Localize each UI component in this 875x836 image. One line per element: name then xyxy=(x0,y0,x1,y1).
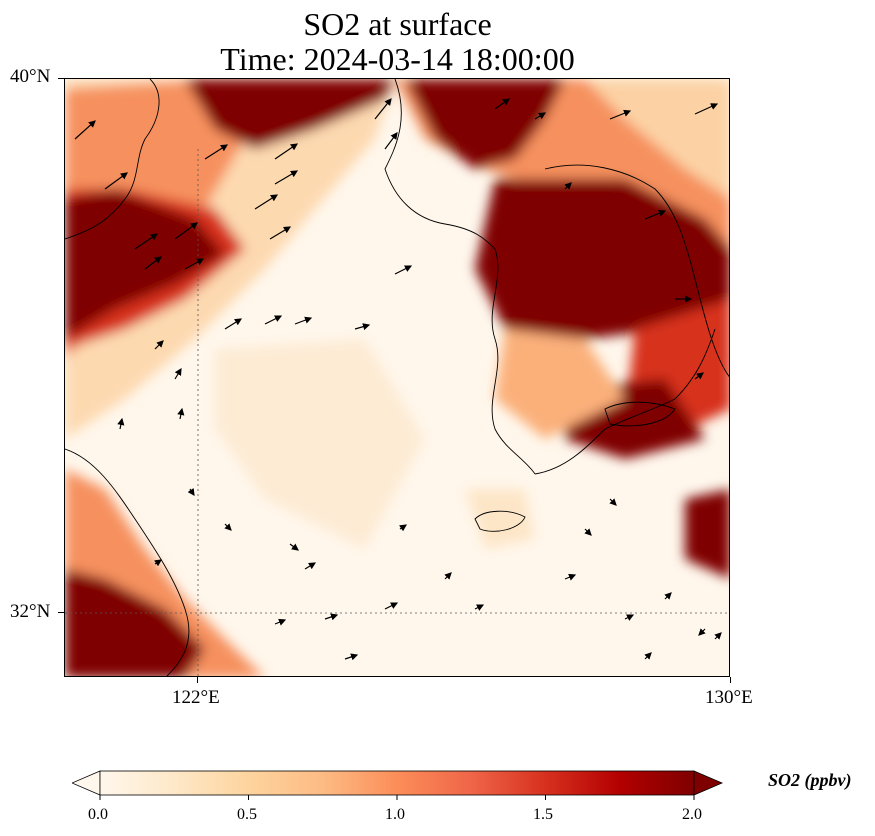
wind-vector-arrow xyxy=(289,543,299,551)
lat-tick-mark-40n xyxy=(58,78,64,79)
colorbar-tick-label-1: 0.5 xyxy=(237,806,257,823)
so2-region-ne-light xyxy=(585,79,729,198)
colorbar-min-extend xyxy=(70,770,101,796)
chart-title-line1: SO2 at surface xyxy=(303,6,492,42)
wind-vector-arrow xyxy=(644,652,652,660)
wind-vector-arrow xyxy=(644,209,667,220)
so2-concentration-field xyxy=(65,79,729,676)
wind-vector-arrow xyxy=(624,614,635,621)
wind-vector-arrow xyxy=(694,103,719,115)
so2-region-central-haze xyxy=(215,339,425,549)
colorbar xyxy=(70,770,724,807)
tsushima-island xyxy=(604,401,676,427)
wind-vector-arrow xyxy=(117,417,125,430)
wind-vector-arrow xyxy=(609,498,617,506)
colorbar-gradient xyxy=(99,770,695,796)
lat-tick-label-32n: 32°N xyxy=(10,601,51,622)
wind-vector-arrow xyxy=(104,172,128,190)
so2-region-ne-dark-top xyxy=(405,79,565,169)
lon-tick-label-122e: 122°E xyxy=(172,687,220,708)
wind-vector-arrow xyxy=(174,367,182,380)
wind-vector-arrow xyxy=(74,120,96,140)
wind-vector-arrow xyxy=(174,222,198,240)
colorbar-tick-label-0: 0.0 xyxy=(88,806,108,823)
colorbar-tick-label-3: 1.5 xyxy=(533,806,553,823)
wind-vector-arrow xyxy=(254,194,279,210)
wind-vector-arrow xyxy=(384,602,399,610)
wind-vector-arrow xyxy=(384,132,398,150)
wind-vector-arrow xyxy=(584,528,592,536)
so2-region-jeju-haze xyxy=(465,489,535,549)
chart-title-line2: Time: 2024-03-14 18:00:00 xyxy=(220,41,575,77)
colorbar-title: SO2 (ppbv) xyxy=(768,770,852,790)
lon-tick-label-130e: 130°E xyxy=(705,687,753,708)
so2-region-sw-dark xyxy=(65,569,205,676)
wind-vector-arrow xyxy=(294,316,313,325)
colorbar-tick-label-4: 2.0 xyxy=(682,806,702,823)
wind-vector-arrow xyxy=(274,143,298,160)
wind-vector-arrow xyxy=(374,98,392,120)
wind-vector-arrow xyxy=(187,488,195,496)
wind-vector-arrow xyxy=(494,98,510,110)
coastline-segment xyxy=(534,328,716,475)
map-panel xyxy=(64,78,730,677)
wind-vector-arrow xyxy=(184,258,205,270)
wind-vector-arrow xyxy=(394,265,413,275)
wind-vector-arrow xyxy=(204,144,229,160)
wind-vector-arrow xyxy=(274,170,299,185)
coastline-segment xyxy=(544,164,729,377)
wind-vector-arrow xyxy=(154,559,162,567)
wind-vector-arrow xyxy=(664,592,672,600)
wind-vector-arrow xyxy=(144,256,162,270)
colorbar-tick-label-2: 1.0 xyxy=(385,806,405,823)
wind-vector-arrow xyxy=(264,315,283,325)
so2-region-se-dark xyxy=(685,489,729,579)
wind-vector-arrow xyxy=(399,524,407,532)
so2-region-north-dark xyxy=(185,79,395,149)
wind-vector-arrow xyxy=(609,109,632,120)
wind-vector-arrow xyxy=(224,318,243,330)
wind-vector-arrow xyxy=(324,613,339,621)
so2-field-map xyxy=(65,79,729,676)
wind-vector-arrow xyxy=(154,340,164,350)
wind-vector-arrow xyxy=(274,618,287,626)
so2-region-south-korea xyxy=(495,329,625,439)
wind-vector-arrow xyxy=(534,112,547,120)
wind-vector-arrow xyxy=(714,632,722,640)
so2-region-korea-dark xyxy=(475,179,729,339)
lat-tick-label-40n: 40°N xyxy=(10,66,51,87)
wind-vector-arrow xyxy=(444,572,452,580)
wind-vector-arrow xyxy=(269,226,292,240)
lon-tick-mark-130e xyxy=(730,677,731,683)
wind-vector-arrow xyxy=(564,182,572,190)
wind-vector-arrow xyxy=(474,604,485,611)
wind-vector-arrow xyxy=(698,628,706,636)
so2-region-nw-dark xyxy=(65,189,225,339)
map-gridlines xyxy=(65,149,729,676)
wind-vector-arrow xyxy=(134,233,158,250)
wind-vector-arrow xyxy=(177,407,185,420)
colorbar-max-extend xyxy=(693,770,724,796)
wind-vector-arrow xyxy=(344,653,359,661)
lon-tick-mark-122e xyxy=(197,677,198,683)
wind-vector-arrow xyxy=(564,573,577,581)
wind-vectors xyxy=(74,98,722,661)
wind-vector-arrow xyxy=(224,523,232,531)
wind-vector-arrow xyxy=(304,562,317,570)
coastline-segment xyxy=(65,79,160,240)
wind-vector-arrow xyxy=(694,372,704,380)
jeju-island xyxy=(474,510,526,532)
lat-tick-mark-32n xyxy=(58,612,64,613)
wind-vector-arrow xyxy=(354,323,371,331)
coastline-segment xyxy=(491,248,536,475)
colorbar-svg xyxy=(70,770,724,800)
coastline-segment xyxy=(384,79,496,250)
